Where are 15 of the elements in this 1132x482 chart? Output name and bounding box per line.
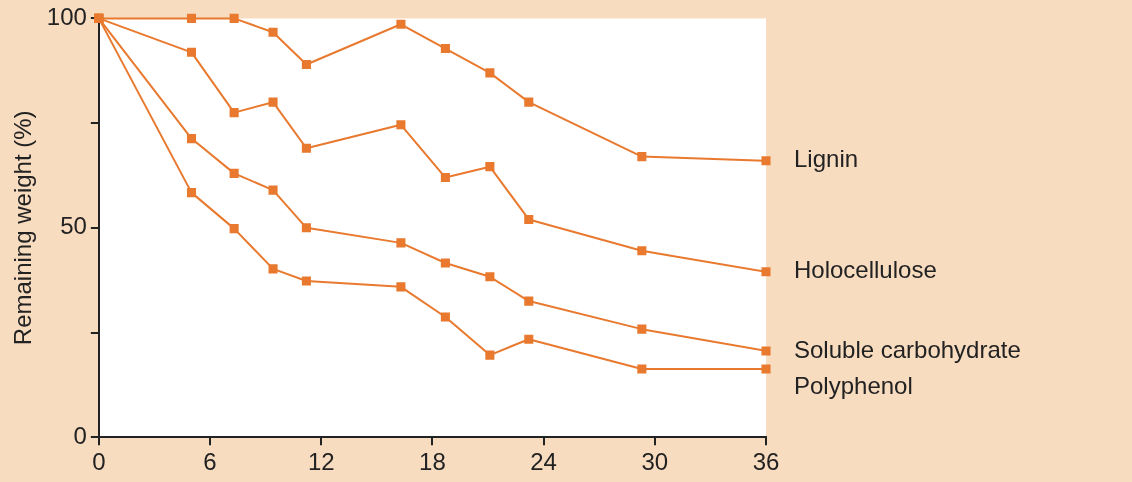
x-tick-label: 30 xyxy=(641,448,669,476)
series-label: Lignin xyxy=(794,145,859,173)
y-tick-label: 50 xyxy=(60,212,87,240)
x-tick-label: 36 xyxy=(752,448,780,476)
x-tick-label: 12 xyxy=(307,448,335,476)
y-tick-label: 0 xyxy=(73,421,87,449)
x-tick-label: 0 xyxy=(92,448,106,476)
x-tick-label: 18 xyxy=(419,448,446,476)
series-label: Holocellulose xyxy=(794,256,937,284)
x-tick-label: 6 xyxy=(203,448,217,476)
x-tick-label: 24 xyxy=(530,448,557,476)
y-tick-label: 100 xyxy=(46,3,87,31)
series-label: Soluble carbohydrate xyxy=(794,335,1021,363)
series-label: Polyphenol xyxy=(794,371,913,399)
y-axis-title: Remaining weight (%) xyxy=(9,110,37,346)
